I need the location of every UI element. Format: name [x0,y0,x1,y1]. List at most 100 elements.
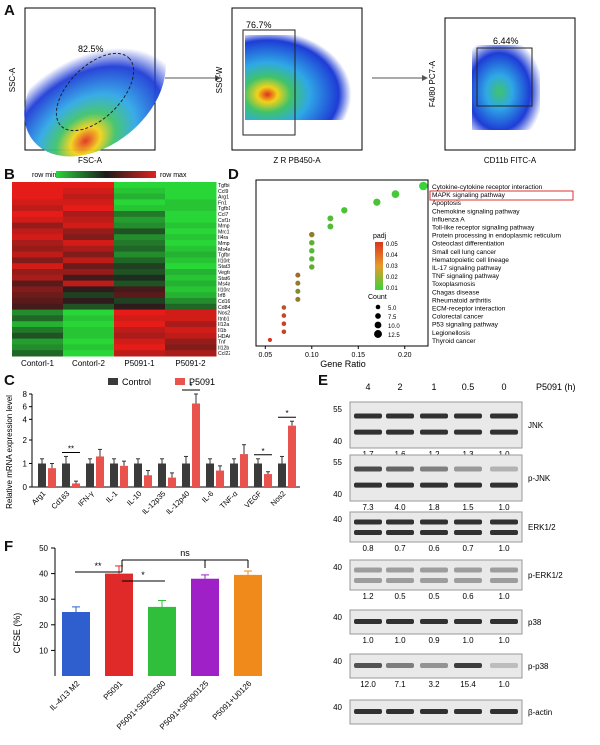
dotplot-point [295,296,301,302]
blot-band [354,709,382,714]
blot-band [354,466,382,472]
heatmap-cell [114,199,166,206]
western-row: 40 β-actin [333,699,552,725]
cfse-bar [234,574,262,676]
heatmap-cell [63,338,115,345]
dotplot-term-label: MAPK signaling pathway [432,192,506,199]
cfse-xlabel: P5091 [102,679,125,702]
panel-b-heatmap: row min row max TgfbiCcl9Arg1Fn1Tgfb1Ccl… [12,171,230,368]
western-quant: 1.0 [362,636,374,645]
cfse-yticks: 10 20 30 40 50 [39,544,55,655]
count-legend-dot [375,313,381,319]
blot-band [420,530,448,535]
blot-band [354,578,382,583]
blot-band [420,619,448,624]
heatmap-cell [114,309,166,316]
heatmap-cell [63,315,115,322]
dotplot-term-label: Toxoplasmosis [432,281,476,288]
heatmap-cell [12,321,64,328]
cfse-ytick: 10 [39,646,48,655]
heatmap-cell [165,280,217,287]
flow-ylabel-1: SSC-A [8,67,17,92]
blot-band [490,709,518,714]
heatmap-cell [12,234,64,241]
heatmap-cell [63,350,115,357]
dotplot-point [341,207,348,214]
qpcr-bar [38,463,46,487]
flow-plot-1: 82.5% FSC-A SSC-A [8,7,166,165]
heatmap-gene-label: Csf1r [218,218,230,224]
qpcr-ytick: 6 [23,403,28,412]
qpcr-bar [110,463,118,487]
count-legend-tick: 10.0 [388,324,400,330]
blot-band [420,567,448,573]
dotplot-term-label: Legionellosis [432,330,471,337]
count-legend-dot [374,330,382,338]
western-quant: 15.4 [460,680,476,689]
blot-band [454,429,482,435]
heatmap-cell [63,309,115,316]
heatmap-cell [63,234,115,241]
qpcr-bar [48,468,56,487]
blot-band [386,530,414,535]
qpcr-ytick: 8 [23,390,28,399]
heatmap-cell [114,263,166,270]
sig-label-2: * [141,570,145,580]
heatmap-cell [12,303,64,311]
dotplot-point [295,288,301,294]
blot-band [386,578,414,583]
qpcr-bar [192,403,200,487]
dotplot-term-label: TNF signaling pathway [432,273,500,280]
western-quant: 1.0 [498,544,510,553]
blot-band [386,482,414,488]
western-lane-label: 2 [397,382,402,392]
blot-band [420,413,448,419]
heatmap-cell [63,280,115,287]
blot-band [386,567,414,573]
qpcr-bar [182,463,190,487]
heatmap-gene-label: Ccl22 [218,351,230,357]
western-quant: 1.8 [428,503,440,512]
cfse-xlabel: P5091+U0126 [211,679,254,722]
heatmap-cell [12,193,64,200]
qpcr-xlabel: IL-10 [125,489,143,507]
qpcr-xlabel: IL-6 [200,489,216,505]
heatmap-cell [63,193,115,200]
heatmap-cell [12,298,64,305]
heatmap-cell [114,303,166,311]
heatmap-cell [12,216,64,224]
blot-band [454,466,482,472]
heatmap-cell [165,205,217,212]
heatmap-sample-label: Contorl-1 [21,359,54,368]
sig-label-3: ns [180,548,190,558]
blot-band [490,466,518,472]
heatmap-cell [114,338,166,345]
western-mw: 40 [333,657,342,666]
blot-band [354,530,382,535]
dotplot-marks [267,181,428,342]
western-mw: 40 [333,563,342,572]
qpcr-bar [120,465,128,487]
cfse-bar [105,573,133,676]
western-rows: 5540JNK1.71.61.21.31.05540p-JNK7.34.01.8… [333,401,563,725]
heatmap-cell [12,222,64,229]
blot-band [354,482,382,488]
heatmap-legend-min: row min [32,172,57,179]
heatmap-gene-label: HDAC2 [218,334,230,340]
western-quant: 1.5 [462,503,474,512]
heatmap-cell [165,222,217,229]
western-quant: 1.0 [462,636,474,645]
dotplot-term-label: Protein processing in endoplasmic reticu… [432,233,562,240]
heatmap-cell [63,269,115,276]
heatmap-gene-label: Itnb1 [218,316,230,322]
blot-band [490,567,518,573]
heatmap-cell [114,222,166,229]
western-mw: 40 [333,490,342,499]
heatmap-cell [114,234,166,241]
heatmap-cell [63,303,115,311]
qpcr-xlabel: IL-1 [104,489,120,505]
blot-band [420,578,448,583]
cfse-bar-marks [62,565,262,676]
